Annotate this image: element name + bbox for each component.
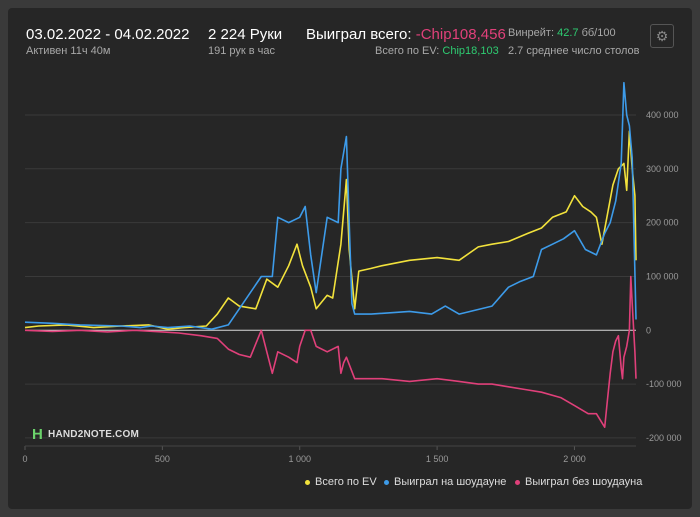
hands-per-hour: 191 рук в час (208, 45, 276, 57)
ev-total-label: Всего по EV: (375, 45, 440, 57)
won-total-value: -Chip108,456 (415, 26, 506, 43)
y-tick-label: -200 000 (646, 433, 682, 443)
date-range: 03.02.2022 - 04.02.2022 (26, 26, 190, 43)
series-ev-line (24, 130, 637, 330)
x-tick-label: 2 000 (563, 454, 586, 464)
legend-label-non-showdown: Выиграл без шоудауна (525, 476, 643, 488)
legend-label-showdown: Выиграл на шоудауне (394, 476, 507, 488)
series-non-showdown-line (24, 275, 637, 428)
winrate-label: Винрейт: (508, 27, 555, 39)
y-tick-label: 100 000 (646, 271, 679, 281)
legend-dot-showdown (384, 479, 389, 485)
x-tick-label: 1 500 (426, 454, 449, 464)
legend-item-non-showdown[interactable]: Выиграл без шоудауна (515, 476, 642, 488)
x-tick-label: 1 000 (288, 454, 311, 464)
y-tick-label: 0 (646, 325, 651, 335)
legend-label-ev: Всего по EV (315, 476, 377, 488)
won-total-label: Выиграл всего: (306, 26, 412, 43)
logo-mark-icon: H (32, 426, 44, 443)
legend-item-showdown[interactable]: Выиграл на шоудауне (384, 476, 506, 488)
gear-icon[interactable]: ⚙ (650, 24, 674, 48)
active-time: Активен 11ч 40м (26, 45, 111, 57)
legend-dot-non-showdown (515, 479, 520, 485)
ev-total-value: Chip18,103 (442, 45, 499, 57)
y-tick-label: 400 000 (646, 110, 679, 120)
y-tick-label: -100 000 (646, 379, 682, 389)
x-tick-label: 500 (155, 454, 170, 464)
won-total: Выиграл всего: -Chip108,456 (306, 26, 506, 43)
hand2note-logo: H HAND2NOTE.COM (32, 426, 139, 443)
y-tick-label: 200 000 (646, 218, 679, 228)
winrate-value: 42.7 (557, 27, 579, 39)
hands-count: 2 224 Руки (208, 26, 283, 43)
logo-text: HAND2NOTE.COM (48, 429, 139, 441)
avg-tables: 2.7 среднее число столов (508, 45, 640, 57)
winrate-unit: бб/100 (581, 27, 616, 39)
ev-total: Всего по EV: Chip18,103 (375, 45, 499, 57)
series-showdown-line (24, 81, 637, 330)
legend-dot-ev (305, 479, 310, 485)
x-tick-label: 0 (22, 454, 27, 464)
legend-item-ev[interactable]: Всего по EV (305, 476, 377, 488)
winrate: Винрейт: 42.7 бб/100 (508, 27, 616, 39)
y-tick-label: 300 000 (646, 164, 679, 174)
